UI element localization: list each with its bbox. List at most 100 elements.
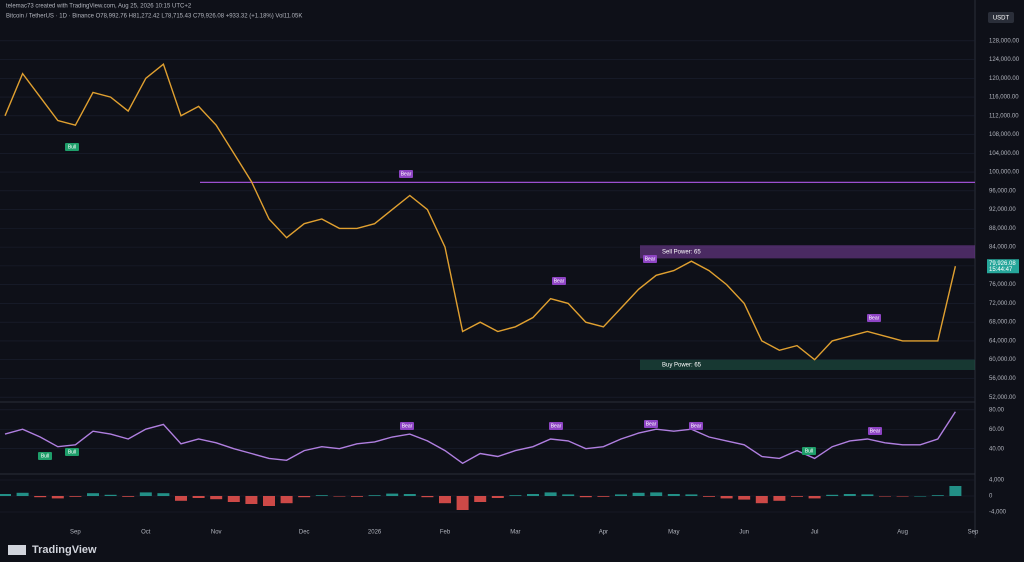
bar: [755, 496, 768, 504]
y-tick-label: 64,000.00: [989, 338, 1016, 344]
countdown: 15:44:47: [989, 267, 1013, 273]
annotation: Bear: [869, 315, 880, 321]
x-tick-label: Sep: [968, 530, 979, 536]
bar: [51, 496, 64, 499]
bar: [421, 496, 434, 498]
y-tick-label: 112,000.00: [989, 113, 1019, 119]
bar: [157, 493, 170, 496]
bar: [826, 494, 839, 496]
annotation-box: [643, 255, 657, 263]
zone: [640, 245, 975, 259]
bar: [632, 492, 645, 496]
bar: [791, 496, 803, 497]
bar: [615, 494, 627, 496]
x-tick-label: Jun: [739, 530, 749, 536]
bar: [122, 496, 135, 497]
bar: [439, 496, 451, 504]
x-tick-label: Mar: [510, 530, 520, 536]
annotation: Bear: [402, 423, 413, 429]
y-tick-label: 108,000.00: [989, 132, 1020, 138]
y-tick-label: 120,000.00: [989, 76, 1020, 82]
bar: [650, 492, 663, 496]
price-line: [4, 411, 956, 465]
bar: [175, 496, 187, 501]
last-price: 79,926.08: [989, 261, 1016, 267]
bar: [843, 494, 856, 496]
bar: [474, 496, 487, 502]
annotation-box: [802, 447, 816, 455]
y-tick-label: -4,000: [989, 510, 1007, 516]
bar: [861, 494, 874, 496]
annotation-box: [65, 143, 79, 151]
annotation-box: [399, 170, 413, 178]
x-tick-label: Feb: [440, 530, 451, 536]
annotation-box: [868, 427, 882, 435]
bar: [703, 496, 715, 497]
bar: [315, 495, 328, 496]
bar: [368, 495, 381, 496]
x-tick-label: Oct: [141, 530, 151, 536]
y-tick-label: 56,000.00: [989, 376, 1016, 382]
bar: [386, 493, 399, 496]
x-tick-label: Apr: [599, 530, 608, 536]
y-tick-label: 84,000.00: [989, 245, 1016, 251]
x-tick-label: Aug: [897, 530, 908, 536]
annotation: Bear: [646, 421, 657, 427]
symbol-line: Bitcoin / TetherUS · 1D · Binance O78,99…: [6, 14, 302, 20]
y-tick-label: 124,000.00: [989, 57, 1020, 63]
brand[interactable]: TradingView: [32, 544, 97, 556]
bar: [456, 496, 469, 510]
y-tick-label: 92,000.00: [989, 207, 1016, 213]
bar: [667, 494, 680, 496]
annotation: Bull: [805, 448, 813, 454]
bar: [403, 494, 416, 496]
y-tick-label: 100,000.00: [989, 170, 1020, 176]
y-tick-label: 80.00: [989, 407, 1005, 413]
annotation-box: [644, 420, 658, 428]
bar: [544, 492, 557, 496]
bar: [491, 496, 504, 498]
annotation: Bear: [870, 428, 881, 434]
x-tick-label: May: [668, 530, 679, 536]
y-tick-label: 88,000.00: [989, 226, 1016, 232]
y-tick-label: 128,000.00: [989, 38, 1020, 44]
bar: [808, 496, 821, 499]
brand-logo: [8, 545, 26, 555]
currency-box[interactable]: [988, 12, 1014, 23]
annotation: Bear: [554, 278, 565, 284]
bar: [263, 496, 275, 506]
x-tick-label: Sep: [70, 530, 81, 536]
y-tick-label: 52,000.00: [989, 395, 1016, 401]
x-tick-label: Nov: [211, 530, 222, 536]
bar: [896, 496, 909, 497]
y-tick-label: 68,000.00: [989, 320, 1016, 326]
y-tick-label: 96,000.00: [989, 188, 1016, 194]
zone-label: Buy Power: 65: [662, 362, 702, 368]
zone: [640, 359, 975, 370]
annotation-box: [552, 277, 566, 285]
bar: [0, 494, 11, 496]
bar: [245, 496, 258, 504]
bar: [527, 494, 539, 496]
zone-label: Sell Power: 65: [662, 249, 701, 255]
y-tick-label: 72,000.00: [989, 301, 1016, 307]
bar: [351, 496, 363, 497]
annotation: Bear: [691, 423, 702, 429]
annotation-box: [549, 422, 563, 430]
y-tick-label: 60.00: [989, 427, 1005, 433]
x-tick-label: Jul: [811, 530, 819, 536]
bar: [192, 496, 205, 498]
y-tick-label: 60,000.00: [989, 357, 1016, 363]
bar: [879, 496, 891, 497]
x-tick-label: 2026: [368, 530, 382, 536]
annotation: Bear: [645, 256, 656, 262]
bar: [773, 496, 786, 501]
footer-bar: [0, 540, 1024, 562]
annotation-box: [867, 314, 881, 322]
author-line: telemac73 created with TradingView.com, …: [6, 4, 192, 10]
currency: USDT: [993, 16, 1010, 22]
last-price-box: [987, 259, 1019, 274]
bar: [227, 496, 240, 502]
bar: [562, 494, 575, 496]
bar: [720, 496, 733, 499]
